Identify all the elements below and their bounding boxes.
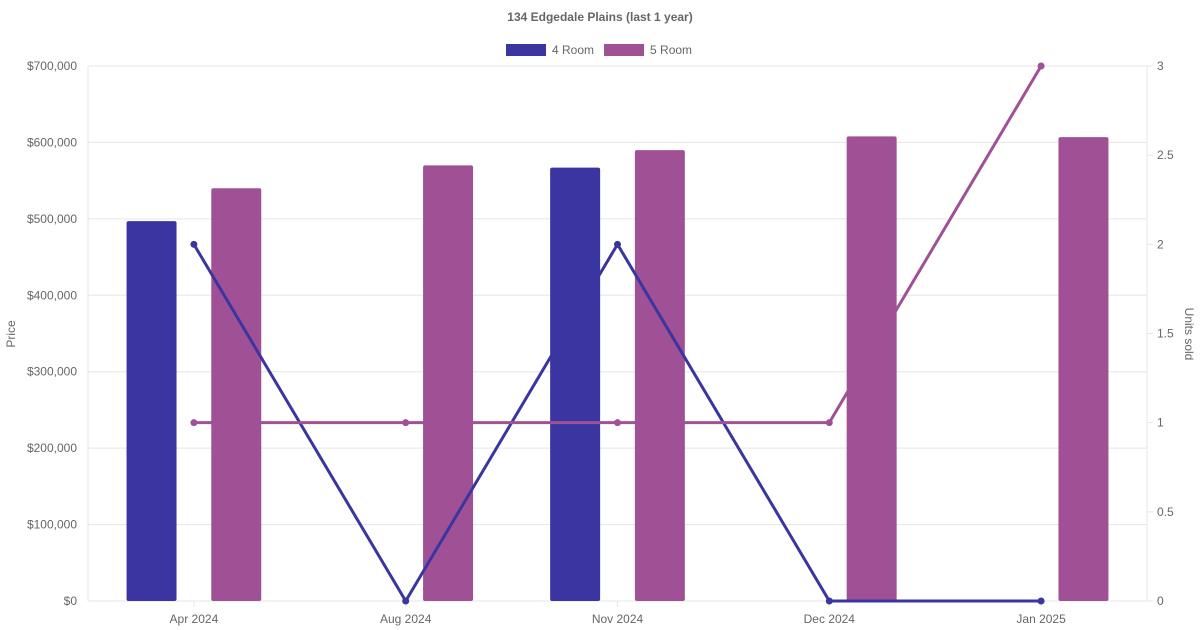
x-tick-label: Nov 2024 <box>592 612 644 626</box>
line-point-1-2 <box>614 419 621 427</box>
bar-5-room-0 <box>211 188 262 602</box>
right-tick-label: 1.5 <box>1157 327 1174 341</box>
line-point-0-0 <box>190 240 198 248</box>
left-tick-label: $100,000 <box>27 518 77 532</box>
left-tick-label: $500,000 <box>27 212 77 226</box>
line-point-1-4 <box>1037 62 1045 70</box>
left-tick-label: $600,000 <box>27 135 77 149</box>
left-axis-title: Price <box>4 320 18 348</box>
line-point-0-1 <box>402 597 410 605</box>
right-axis-title: Units sold <box>1182 308 1196 361</box>
legend-label: 4 Room <box>552 43 594 57</box>
line-point-1-0 <box>190 419 198 427</box>
bar-5-room-1 <box>423 165 474 601</box>
legend-label: 5 Room <box>650 43 692 57</box>
left-tick-label: $300,000 <box>27 365 77 379</box>
bar-5-room-4 <box>1058 137 1109 602</box>
left-tick-label: $200,000 <box>27 441 77 455</box>
bars <box>126 136 1109 602</box>
line-point-1-1 <box>402 419 410 427</box>
line-point-0-3 <box>825 597 833 605</box>
right-tick-label: 3 <box>1157 59 1164 73</box>
line-point-0-4 <box>1037 597 1045 605</box>
right-tick-label: 0 <box>1157 594 1164 608</box>
left-tick-label: $700,000 <box>27 59 77 73</box>
lines <box>190 62 1045 605</box>
bar-4-room-2 <box>550 167 601 601</box>
bar-5-room-2 <box>634 150 685 602</box>
right-tick-label: 0.5 <box>1157 505 1174 519</box>
right-tick-label: 2.5 <box>1157 148 1174 162</box>
left-axis-ticks: $0 $100,000 $200,000 $300,000 $400,000 $500,0… <box>27 59 77 608</box>
line-point-0-2 <box>614 240 621 248</box>
line-point-1-3 <box>825 419 833 427</box>
x-tick-label: Jan 2025 <box>1016 612 1066 626</box>
bar-4-room-0 <box>126 221 177 601</box>
left-tick-label: $400,000 <box>27 288 77 302</box>
right-tick-label: 2 <box>1157 237 1164 251</box>
right-axis-ticks: 0 0.5 1 1.5 2 2.5 3 <box>1147 59 1174 608</box>
x-tick-label: Apr 2024 <box>170 612 219 626</box>
right-tick-label: 1 <box>1157 416 1164 430</box>
legend-swatch <box>506 44 546 56</box>
legend-swatch <box>604 44 645 56</box>
legend: 4 Room 5 Room <box>506 43 692 57</box>
chart-title: 134 Edgedale Plains (last 1 year) <box>507 10 692 24</box>
x-tick-label: Dec 2024 <box>804 612 856 626</box>
bar-5-room-3 <box>846 136 897 602</box>
x-axis-ticks: Apr 2024 Aug 2024 Nov 2024 Dec 2024 Jan 2025 <box>170 601 1066 626</box>
x-tick-label: Aug 2024 <box>380 612 432 626</box>
left-tick-label: $0 <box>64 594 78 608</box>
